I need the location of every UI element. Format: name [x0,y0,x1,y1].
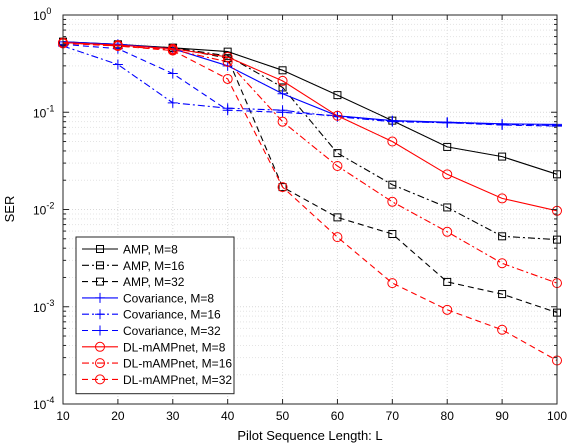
data-point-circle [332,161,343,172]
legend: AMP, M=8 AMP, M=16 AMP, M=32 Covariance, M=… [75,236,235,395]
data-point-circle [442,169,453,180]
data-point-square [333,213,342,222]
series-line [62,41,558,241]
series-line [62,43,558,127]
x-tick-label: 50 [276,409,290,423]
data-point-plus [277,107,288,118]
legend-item: AMP, M=8 [82,243,178,257]
data-point-plus [442,117,453,128]
y-tick-label: 10-3 [33,298,54,315]
legend-label: DL-mAMPnet, M=16 [123,357,232,371]
legend-item: Covariance, M=8 [82,291,214,305]
data-point-circle [497,324,508,335]
data-point-circle [222,73,233,84]
data-point-plus [112,59,123,70]
legend-item: DL-mAMPnet, M=8 [82,340,226,354]
legend-item: DL-mAMPnet, M=32 [82,373,232,387]
data-point-plus [167,68,178,79]
data-point-circle [167,45,178,56]
legend-label: AMP, M=32 [123,275,185,289]
data-point-circle [222,56,233,67]
x-tick-label: 90 [495,409,509,423]
data-point-square [443,277,452,286]
data-point-circle [95,358,105,369]
data-point-plus [167,97,178,108]
data-point-square [96,245,104,253]
grid [63,15,557,404]
data-point-square [388,229,397,238]
x-tick-label: 40 [221,409,235,423]
data-point-circle [332,110,343,121]
legend-item: DL-mAMPnet, M=16 [82,357,232,371]
data-point-plus [95,325,105,336]
data-point-square [388,180,397,189]
data-point-plus [222,105,233,116]
data-point-plus [387,116,398,127]
y-tick-label: 10-2 [33,201,54,218]
x-tick-label: 60 [331,409,345,423]
x-tick-label: 20 [111,409,125,423]
data-point-circle [112,40,123,51]
data-point-circle [442,226,453,237]
data-point-square [96,261,104,270]
legend-label: AMP, M=16 [123,259,185,273]
data-point-square [443,142,452,151]
legend-item: Covariance, M=32 [82,324,221,338]
y-tick-label: 100 [33,6,51,23]
legend-label: Covariance, M=16 [123,308,221,322]
legend-label: AMP, M=8 [123,243,178,257]
data-point-plus [95,309,105,320]
legend-item: AMP, M=32 [82,275,185,289]
data-point-square [96,277,104,286]
axis-ticks: 10 20 30 40 50 60 70 80 90 100 10-4 10-3 10-2 10-1 100 [33,6,567,423]
x-tick-label: 30 [166,409,180,423]
x-tick-label: 10 [56,409,70,423]
legend-label: DL-mAMPnet, M=8 [123,340,226,354]
data-point-circle [277,75,288,86]
data-point-square [278,183,287,192]
data-point-square [498,290,507,299]
y-tick-label: 10-4 [33,395,54,412]
data-point-square [443,203,452,212]
data-point-circle [387,278,398,289]
y-tick-label: 10-1 [33,103,54,120]
data-point-circle [95,341,105,352]
data-point-square [278,66,287,75]
x-tick-label: 70 [386,409,400,423]
legend-label: Covariance, M=8 [123,291,214,305]
data-point-circle [387,196,398,207]
y-axis-label: SER [2,196,17,223]
x-tick-label: 80 [441,409,455,423]
data-point-plus [95,292,105,303]
data-point-circle [332,232,343,243]
data-point-circle [497,258,508,269]
x-tick-label: 100 [547,409,567,423]
data-point-circle [387,136,398,147]
legend-label: Covariance, M=32 [123,324,221,338]
data-point-square [333,91,342,100]
data-point-square [333,149,342,158]
data-point-circle [497,193,508,204]
data-point-circle [277,182,288,193]
series-line [62,45,558,127]
data-point-plus [277,88,288,99]
data-point-circle [442,304,453,315]
data-point-circle [95,374,105,385]
data-point-square [498,152,507,161]
series-line [62,42,558,212]
series-line [62,42,558,361]
legend-item: Covariance, M=16 [82,308,221,322]
data-point-plus [497,119,508,130]
legend-box [75,236,235,395]
legend-item: AMP, M=16 [82,259,185,273]
x-axis-label: Pilot Sequence Length: L [237,428,382,443]
legend-label: DL-mAMPnet, M=32 [123,373,232,387]
data-point-circle [277,116,288,127]
data-point-square [498,232,507,241]
